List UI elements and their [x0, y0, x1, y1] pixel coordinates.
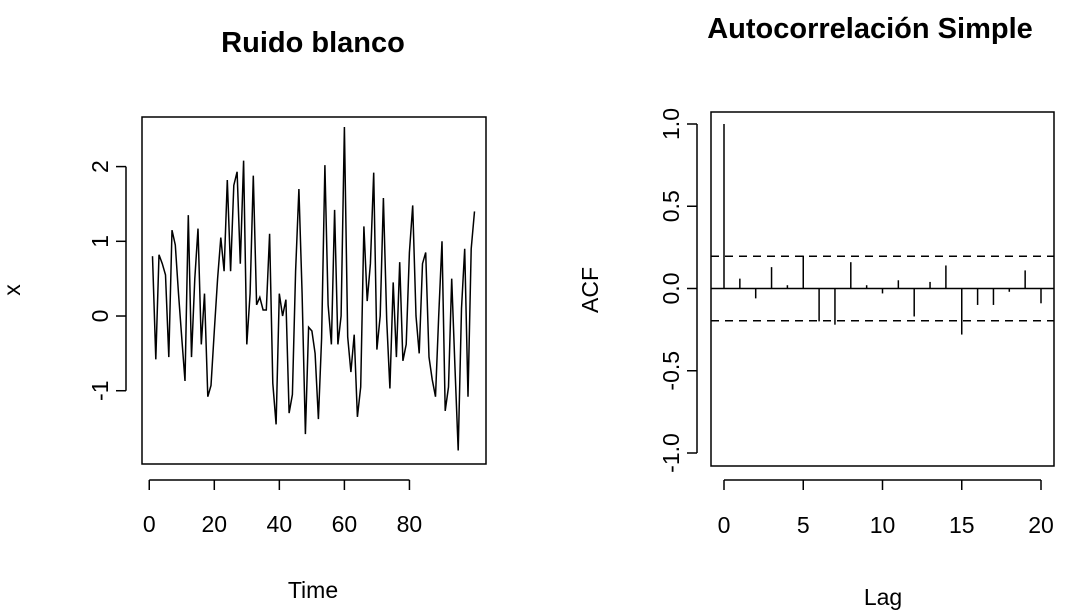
- y-tick-label: -1.0: [658, 433, 684, 473]
- acf-bars: [723, 124, 1042, 335]
- x-tick-label: 15: [949, 512, 975, 538]
- x-tick-label: 0: [718, 512, 731, 538]
- chart-title: Ruido blanco: [221, 27, 405, 59]
- y-axis-label: ACF: [577, 267, 603, 313]
- y-tick-label: 1: [87, 235, 113, 248]
- x-axis: 0 20 40 60 80: [143, 479, 423, 537]
- chart-title: Autocorrelación Simple: [707, 13, 1033, 45]
- y-tick-label: 0.0: [658, 273, 684, 305]
- x-tick-label: 0: [143, 511, 156, 537]
- y-tick-label: 1.0: [658, 108, 684, 140]
- y-axis: -1.0 -0.5 0.0 0.5 1.0: [658, 108, 698, 473]
- x-axis-label: Lag: [864, 584, 902, 610]
- plot-frame: [141, 116, 487, 465]
- x-tick-label: 20: [1028, 512, 1054, 538]
- x-axis-label: Time: [288, 577, 338, 603]
- x-tick-label: 20: [202, 511, 228, 537]
- x-tick-label: 80: [397, 511, 423, 537]
- y-tick-label: -1: [87, 381, 113, 401]
- series-line: [151, 126, 476, 451]
- y-tick-label: -0.5: [658, 351, 684, 391]
- x-tick-label: 10: [870, 512, 896, 538]
- y-tick-label: 2: [87, 160, 113, 173]
- x-axis: 0 5 10 15 20: [718, 479, 1054, 538]
- y-axis-label: x: [0, 284, 25, 296]
- time-series-chart: Ruido blanco 0 20 40 60 80 -1 0 1 2 Time x: [0, 27, 487, 603]
- y-axis: -1 0 1 2: [87, 160, 127, 401]
- y-tick-label: 0: [87, 310, 113, 323]
- acf-chart: Autocorrelación Simple 0 5 10 15 20 -1.0 -0.5…: [577, 13, 1055, 610]
- x-tick-label: 5: [797, 512, 810, 538]
- x-tick-label: 40: [267, 511, 293, 537]
- y-tick-label: 0.5: [658, 190, 684, 222]
- x-tick-label: 60: [332, 511, 358, 537]
